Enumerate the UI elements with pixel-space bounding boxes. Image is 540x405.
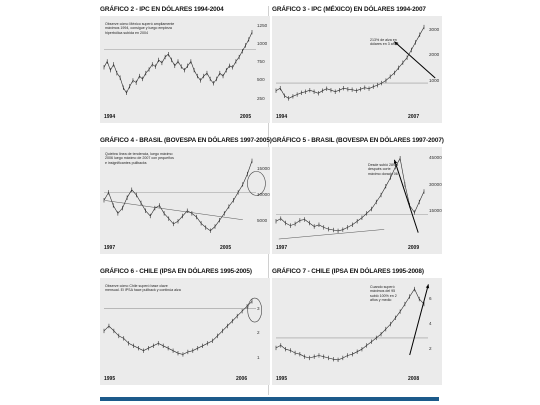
chart-panel-g3: GRÁFICO 3 - IPC (MÉXICO) EN DÓLARES 1994…	[272, 6, 442, 123]
chart-svg	[275, 156, 428, 240]
plot-area: Observe cómo Chile superó base clave men…	[100, 278, 270, 385]
chart-title: GRÁFICO 6 - CHILE (IPSA EN DÓLARES 1995-…	[100, 268, 252, 275]
series-line	[275, 26, 425, 99]
x-tick-start: 1995	[276, 376, 288, 382]
plot-area: Observe cómo México superó ampliamente m…	[100, 16, 270, 123]
series-line	[275, 288, 425, 361]
y-tick-label: 3	[257, 305, 260, 311]
y-tick-label: 30000	[429, 181, 442, 187]
x-tick-start: 1994	[276, 114, 288, 120]
chart-title: GRÁFICO 3 - IPC (MÉXICO) EN DÓLARES 1994…	[272, 6, 426, 13]
x-tick-end: 2007	[408, 114, 420, 120]
plot-area: Quiebra línea de tendencia, luego máximo…	[100, 147, 270, 254]
chart-title: GRÁFICO 2 - IPC EN DÓLARES 1994-2004	[100, 6, 224, 13]
y-tick-label: 1000	[257, 40, 268, 46]
y-tick-label: 10000	[257, 192, 270, 197]
x-tick-start: 1997	[104, 245, 116, 251]
chart-panel-g2: GRÁFICO 2 - IPC EN DÓLARES 1994-2004 Obs…	[100, 6, 270, 123]
x-tick-end: 2006	[236, 376, 248, 382]
y-tick-label: 5000	[257, 218, 268, 224]
chart-annotation: 213% de alza en dólares en 3 años	[370, 38, 399, 47]
chart-annotation: Observe cómo México superó ampliamente m…	[105, 22, 175, 35]
trend-arrow	[409, 284, 429, 356]
y-tick-label: 4	[429, 321, 432, 327]
chart-svg	[103, 297, 262, 357]
y-tick-label: 250	[257, 95, 265, 101]
x-tick-end: 2005	[220, 245, 232, 251]
chart-annotation: Cuando superó máximos del 95 subió 100% …	[370, 285, 397, 303]
chart-title: GRÁFICO 7 - CHILE (IPSA EN DÓLARES 1995-…	[272, 268, 424, 275]
plot-area: 213% de alza en dólares en 3 años 1994 2…	[272, 16, 442, 123]
y-tick-label: 15000	[257, 165, 270, 171]
chart-annotation: Desde subió 289% después corte máximo do…	[368, 163, 399, 176]
y-tick-label: 750	[257, 59, 265, 65]
chart-panel-g6: GRÁFICO 6 - CHILE (IPSA EN DÓLARES 1995-…	[100, 268, 270, 385]
chart-panel-g7: GRÁFICO 7 - CHILE (IPSA EN DÓLARES 1995-…	[272, 268, 442, 385]
trend-line	[278, 229, 385, 240]
chart-svg	[103, 30, 256, 96]
chart-annotation: Observe cómo Chile superó base clave men…	[105, 284, 181, 293]
chart-annotation: Quiebra línea de tendencia, luego máximo…	[105, 152, 174, 165]
chart-title: GRÁFICO 4 - BRASIL (BOVESPA EN DÓLARES 1…	[100, 137, 272, 144]
y-tick-label: 500	[257, 77, 265, 83]
x-tick-start: 1997	[276, 245, 288, 251]
series-line	[103, 32, 253, 94]
chart-panel-g5: GRÁFICO 5 - BRASIL (BOVESPA EN DÓLARES 1…	[272, 137, 444, 254]
y-tick-label: 1250	[257, 22, 268, 28]
chart-panel-g4: GRÁFICO 4 - BRASIL (BOVESPA EN DÓLARES 1…	[100, 137, 272, 254]
y-tick-label: 1000	[429, 77, 440, 83]
arrow-head	[425, 284, 430, 289]
plot-area: Cuando superó máximos del 95 subió 100% …	[272, 278, 442, 385]
y-tick-label: 6	[429, 296, 432, 302]
y-tick-label: 1	[257, 355, 260, 361]
y-tick-label: 3000	[429, 26, 440, 32]
series-line	[103, 160, 253, 232]
series-line	[103, 301, 253, 355]
highlight-circle	[247, 171, 266, 196]
chart-svg	[103, 158, 266, 233]
x-tick-end: 2005	[240, 114, 252, 120]
x-tick-start: 1995	[104, 376, 116, 382]
x-tick-start: 1994	[104, 114, 116, 120]
trend-arrow	[393, 159, 419, 233]
arrow-head	[394, 41, 399, 46]
chart-title: GRÁFICO 5 - BRASIL (BOVESPA EN DÓLARES 1…	[272, 137, 444, 144]
x-tick-end: 2009	[408, 245, 420, 251]
y-tick-label: 2	[429, 346, 432, 352]
trend-line	[105, 200, 243, 221]
y-tick-label: 15000	[429, 207, 442, 213]
x-tick-end: 2008	[408, 376, 420, 382]
y-tick-label: 2000	[429, 52, 440, 58]
trend-arrow	[394, 41, 436, 79]
chart-svg	[275, 24, 436, 101]
plot-area: Desde subió 289% después corte máximo do…	[272, 147, 442, 254]
y-tick-label: 2	[257, 330, 260, 336]
highlight-circle	[247, 297, 262, 323]
y-tick-label: 45000	[429, 155, 442, 161]
series-line	[275, 157, 425, 232]
brand-bar	[100, 397, 439, 401]
arrow-head	[393, 159, 398, 164]
chart-svg	[275, 284, 430, 363]
